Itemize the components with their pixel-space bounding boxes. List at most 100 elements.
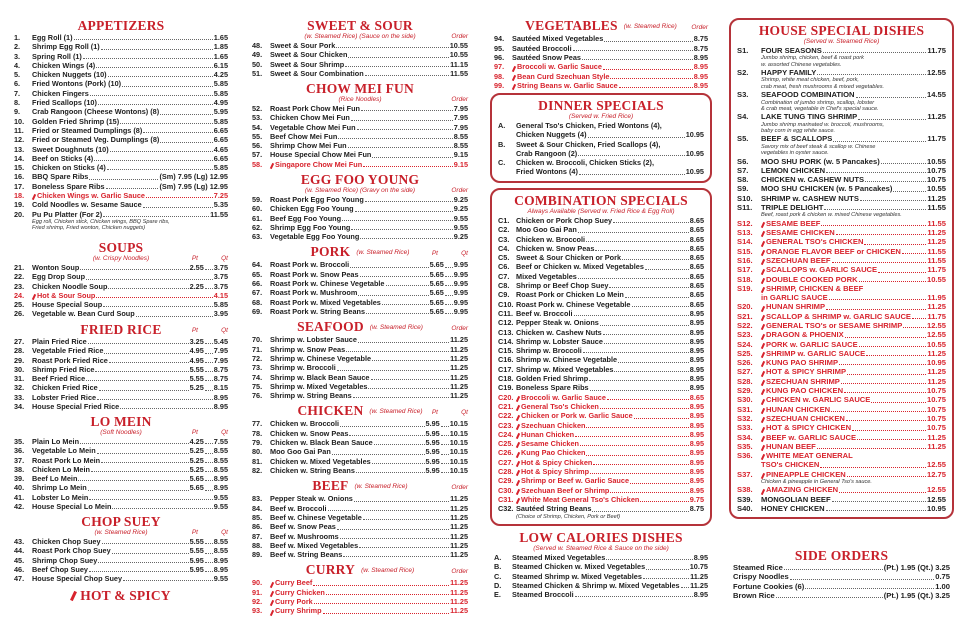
leader-dots — [839, 491, 926, 493]
item-price: 10.55 — [926, 339, 946, 349]
item-price: 11.25 — [450, 578, 468, 588]
item-name: Chicken Egg Foo Young — [270, 204, 354, 214]
leader-dots — [353, 500, 450, 502]
menu-item: 13. Sweet Doughnuts (10) 4.65 — [14, 145, 228, 154]
item-number: S6. — [737, 156, 749, 166]
item-name: House Special Chop Suey — [32, 574, 123, 584]
section-title: SIDE ORDERS — [733, 548, 950, 563]
leader-dots — [322, 612, 450, 614]
item-number: C27. — [498, 457, 514, 467]
menu-item-continued: in GARLIC SAUCE 11.95 — [737, 293, 946, 302]
item-number: S10. — [737, 193, 753, 203]
item-price: 8.95 — [689, 457, 704, 467]
leader-dots — [313, 584, 450, 586]
leader-dots — [339, 537, 450, 539]
item-name: House Special Soup — [32, 300, 103, 310]
item-name: Chicken Fingers — [32, 88, 89, 98]
item-name: Curry Shrimp — [275, 606, 322, 616]
item-name: KUNG PAO CHICKEN — [766, 386, 844, 396]
item-name: Shrimp w. Broccoli — [516, 346, 582, 356]
menu-item: C20. Broccoli w. Garlic Sauce 8.65 — [498, 393, 704, 403]
menu-item: E. Steamed Broccoli 8.95 — [494, 590, 708, 599]
section-title-text: SIDE ORDERS — [794, 548, 889, 563]
menu-item: 81. Chicken w. Mixed Vegetables 5.95 10.15 — [252, 457, 468, 466]
menu-item: 93. Curry Shrimp 11.25 — [252, 606, 468, 616]
item-number: 53. — [252, 113, 263, 123]
leader-dots — [381, 303, 429, 305]
item-price: 12.55 — [926, 321, 946, 330]
section-subtitle: (Served w. Steamed Rice) — [803, 38, 880, 45]
item-number: 59. — [252, 195, 263, 204]
leader-dots — [78, 480, 189, 482]
menu-item: C. Chicken w. Broccoli, Chicken Sticks (2… — [498, 158, 704, 167]
item-number: C2. — [498, 225, 510, 235]
item-name: Chicken w. Broccoli — [516, 234, 586, 244]
menu-item: 12. Fried or Steamed Veg. Dumplings (8) 6.… — [14, 135, 228, 144]
item-price: 8.95 — [689, 448, 704, 458]
item-price: 11.75 — [927, 46, 946, 55]
menu-item: S26. KUNG PAO SHRIMP 10.95 — [737, 358, 946, 368]
menu-item: 84. Beef w. Broccoli 11.25 — [252, 504, 468, 513]
pint-price: 5.65 — [429, 260, 444, 270]
item-number: S4. — [737, 112, 749, 122]
section-chop-suey: CHOP SUEY (w. Steamed Rice) Pt Qt 43. Chicken… — [14, 514, 228, 583]
menu-item: 40. Shrimp Lo Mein 5.65 8.95 — [14, 483, 228, 492]
price-header-pt: Pt — [431, 409, 438, 417]
item-name: Fried or Steamed Veg. Dumplings (8) — [32, 135, 160, 145]
item-name: Beef Egg Foo Young — [270, 213, 342, 223]
price-headers: Order — [678, 24, 708, 31]
item-price: 11.25 — [450, 335, 468, 345]
item-number: C31. — [498, 494, 514, 504]
menu-item: S3. SEAFOOD COMBINATION 14.55 — [737, 90, 946, 99]
item-name: Steamed Shrimp w. Mixed Vegetables — [512, 571, 642, 581]
item-number: 80. — [252, 447, 263, 457]
item-name: Pu Pu Platter (For 2) — [32, 209, 103, 219]
menu-item: C7. Mixed Vegetables 8.65 — [498, 272, 704, 281]
price-headers: Order — [438, 325, 468, 332]
section-title-text: LO MEIN — [90, 414, 152, 429]
leader-dots — [73, 39, 213, 41]
leader-dots — [602, 68, 693, 70]
quart-price: 8.55 — [213, 446, 228, 456]
item-number: 64. — [252, 260, 263, 270]
item-price: 8.65 — [689, 253, 704, 263]
menu-item: C. Steamed Shrimp w. Mixed Vegetables 11.2… — [494, 572, 708, 581]
item-number: 86. — [252, 522, 263, 532]
item-number: S12. — [737, 218, 753, 228]
item-name: Shrimp or Beef Chop Suey — [516, 281, 609, 291]
item-name: Chicken or Pork w. Garlic Sauce — [521, 411, 633, 421]
item-name: SZECHUAN SHRIMP — [766, 376, 840, 386]
item-price: 11.25 — [450, 540, 468, 550]
item-price: 3.95 — [213, 309, 228, 319]
item-name: Roast Pork Lo Mein — [32, 455, 101, 465]
leader-dots — [603, 343, 689, 345]
item-name: GENERAL TSO's CHICKEN — [766, 237, 864, 247]
menu-item: 30. Shrimp Fried Rice 5.55 8.75 — [14, 365, 228, 374]
item-number: S37. — [737, 469, 753, 479]
item-number: 5. — [14, 70, 21, 80]
leader-dots — [204, 471, 213, 473]
menu-item: 6. Fried Wontons (Pork) (10) 5.85 — [14, 79, 228, 88]
leader-dots — [363, 166, 453, 168]
menu-item: 32. Chicken Fried Rice 5.25 8.15 — [14, 383, 228, 392]
menu-item: S5. BEEF & SCALLOPS 11.75 — [737, 134, 946, 143]
menu-column: SWEET & SOUR (w. Steamed Rice) (Sauce on … — [252, 0, 468, 620]
leader-dots — [98, 561, 189, 563]
item-name: KUNG PAO SHRIMP — [766, 358, 839, 368]
menu-item: S21. SCALLOP & SHRIMP w. GARLIC SAUCE 11.7… — [737, 312, 946, 322]
pint-price: 5.95 — [425, 465, 440, 475]
menu-item: D. Steamed Chicken & Shrimp w. Mixed Vege… — [494, 581, 708, 590]
item-name: Steamed Chicken & Shrimp w. Mixed Vegeta… — [512, 580, 680, 590]
item-description: vegetables in oyster sauce. — [761, 150, 829, 157]
section-subtitle: (Soft Noodles) — [100, 429, 142, 436]
section-title: HOUSE SPECIAL DISHES — [737, 23, 946, 38]
item-name: HONEY CHICKEN — [761, 504, 825, 514]
leader-dots — [820, 466, 926, 468]
quart-price: 10.15 — [449, 419, 468, 429]
menu-item: 51. Sweet & Sour Combination 11.55 — [252, 69, 468, 78]
item-price: 11.55 — [927, 255, 946, 265]
item-number: C. — [494, 571, 502, 581]
item-number: 25. — [14, 300, 25, 310]
price-header-order: Order — [451, 325, 468, 333]
leader-dots — [347, 147, 453, 149]
